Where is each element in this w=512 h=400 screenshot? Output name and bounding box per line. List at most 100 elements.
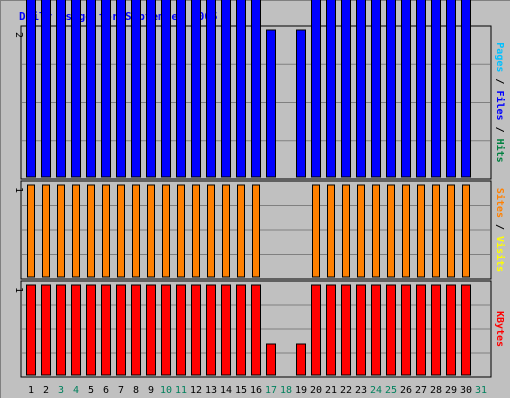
bar-visits	[132, 184, 140, 278]
bar-kbytes	[326, 284, 336, 376]
y-max-label: 1	[13, 187, 24, 193]
bar-kbytes	[176, 284, 186, 376]
x-tick-label: 30	[460, 385, 472, 396]
legend-item-hits: Hits	[494, 139, 506, 163]
bar-kbytes	[26, 284, 36, 376]
bar-hits	[86, 0, 96, 178]
x-tick-label: 24	[370, 385, 382, 396]
bar-kbytes	[401, 284, 411, 376]
bar-hits	[356, 0, 366, 178]
x-tick-label: 28	[430, 385, 442, 396]
bar-hits	[446, 0, 456, 178]
bar-visits	[72, 184, 80, 278]
bar-visits	[327, 184, 335, 278]
bar-kbytes	[341, 284, 351, 376]
x-tick-label: 11	[175, 385, 187, 396]
bar-kbytes	[431, 284, 441, 376]
bar-kbytes	[101, 284, 111, 376]
bar-visits	[462, 184, 470, 278]
bar-hits	[251, 0, 261, 178]
bar-kbytes	[206, 284, 216, 376]
x-tick-label: 5	[88, 385, 94, 396]
bar-hits	[56, 0, 66, 178]
bar-visits	[417, 184, 425, 278]
bar-kbytes	[221, 284, 231, 376]
bar-visits	[207, 184, 215, 278]
bar-kbytes	[386, 284, 396, 376]
bar-hits	[101, 0, 111, 178]
bar-kbytes	[311, 284, 321, 376]
bar-visits	[102, 184, 110, 278]
bar-kbytes	[236, 284, 246, 376]
legend-pages-files-hits: Pages / Files / Hits	[494, 42, 506, 162]
x-tick-label: 9	[148, 385, 154, 396]
legend-item-visits: Visits	[494, 236, 506, 272]
legend-item-sites: Sites	[494, 188, 506, 218]
x-tick-label: 27	[415, 385, 427, 396]
bar-visits	[432, 184, 440, 278]
legend-item-files: Files	[494, 90, 506, 120]
legend-item-kbytes: KBytes	[494, 311, 505, 347]
y-max-label: 1	[13, 287, 24, 293]
x-tick-label: 17	[265, 385, 277, 396]
bar-visits	[57, 184, 65, 278]
x-tick-label: 14	[220, 385, 232, 396]
x-tick-label: 22	[340, 385, 352, 396]
bar-hits	[401, 0, 411, 178]
bar-visits	[387, 184, 395, 278]
bar-kbytes	[266, 343, 276, 376]
x-tick-label: 12	[190, 385, 202, 396]
bar-kbytes	[296, 343, 306, 376]
bar-visits	[147, 184, 155, 278]
bar-kbytes	[191, 284, 201, 376]
bar-visits	[447, 184, 455, 278]
bar-hits	[371, 0, 381, 178]
bar-visits	[372, 184, 380, 278]
legend-item-pages: Pages	[494, 42, 505, 72]
bar-hits	[161, 0, 171, 178]
x-tick-label: 19	[295, 385, 307, 396]
bar-hits	[26, 0, 36, 178]
bar-hits	[326, 0, 336, 178]
bar-visits	[87, 184, 95, 278]
bar-visits	[222, 184, 230, 278]
bar-visits	[42, 184, 50, 278]
legend-separator: /	[494, 218, 505, 236]
bar-visits	[192, 184, 200, 278]
x-tick-label: 2	[43, 385, 49, 396]
x-tick-label: 6	[103, 385, 109, 396]
x-tick-label: 3	[58, 385, 64, 396]
x-tick-label: 7	[118, 385, 124, 396]
x-tick-label: 31	[475, 385, 487, 396]
bar-kbytes	[131, 284, 141, 376]
x-tick-label: 15	[235, 385, 247, 396]
y-max-label: 2	[13, 32, 24, 38]
bar-hits	[116, 0, 126, 178]
x-tick-label: 8	[133, 385, 139, 396]
x-tick-label: 26	[400, 385, 412, 396]
bar-kbytes	[161, 284, 171, 376]
bar-hits	[176, 0, 186, 178]
bar-visits	[357, 184, 365, 278]
bar-hits	[386, 0, 396, 178]
bar-hits	[296, 29, 306, 178]
x-tick-label: 16	[250, 385, 262, 396]
x-tick-label: 1	[28, 385, 34, 396]
bar-hits	[206, 0, 216, 178]
x-tick-label: 21	[325, 385, 337, 396]
bar-kbytes	[461, 284, 471, 376]
legend-kbytes: KBytes	[494, 311, 505, 347]
bar-kbytes	[71, 284, 81, 376]
bar-visits	[27, 184, 35, 278]
bar-kbytes	[416, 284, 426, 376]
bar-hits	[221, 0, 231, 178]
x-tick-label: 13	[205, 385, 217, 396]
bar-hits	[41, 0, 51, 178]
bar-visits	[177, 184, 185, 278]
bar-visits	[402, 184, 410, 278]
panel-pages-files-hits: 2 Pages / Files / Hits	[13, 0, 506, 180]
bar-kbytes	[251, 284, 261, 376]
x-tick-label: 23	[355, 385, 367, 396]
bar-kbytes	[116, 284, 126, 376]
x-tick-label: 20	[310, 385, 322, 396]
